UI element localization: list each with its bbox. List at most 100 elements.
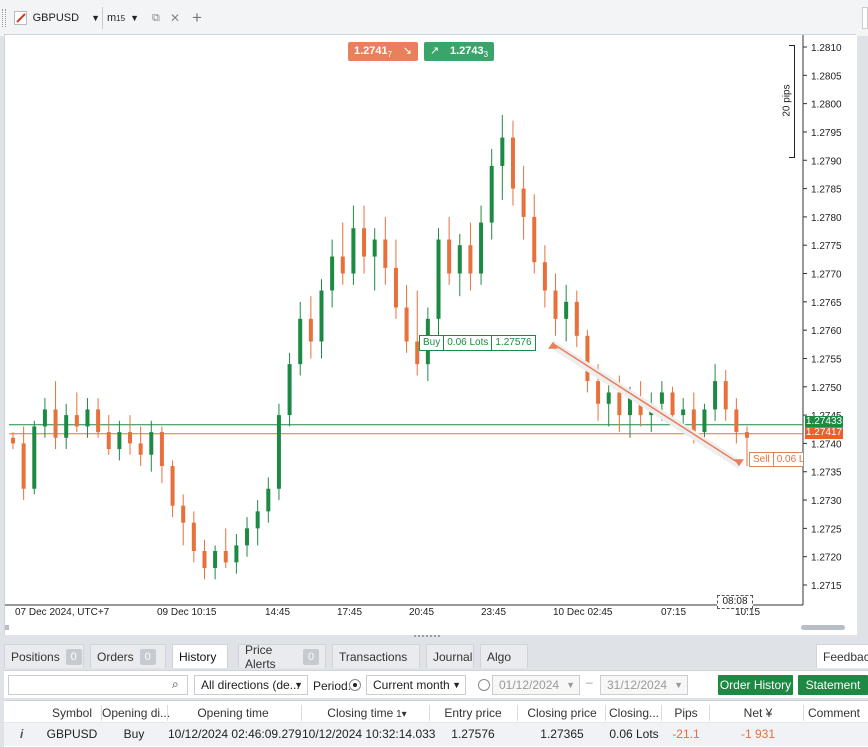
candle-body — [255, 511, 260, 529]
candle-body — [191, 522, 196, 552]
order-history-button[interactable]: Order History — [718, 675, 793, 695]
date-to-input[interactable]: 31/12/2024 ▼ — [600, 675, 688, 695]
search-input[interactable] — [8, 675, 188, 695]
cell-pips: -21.1 — [672, 727, 700, 741]
candle-body — [383, 239, 388, 268]
candle-body — [372, 239, 377, 257]
direction-select[interactable]: All directions (de... ▼ — [194, 675, 308, 695]
y-tick-label: 1.2720 — [811, 553, 842, 564]
candle-body — [457, 245, 462, 274]
period-select[interactable]: Current month ▼ — [366, 675, 466, 695]
y-tick-label: 1.2775 — [811, 241, 842, 252]
sell-price-button[interactable]: 1.27417 ↘ — [348, 42, 418, 61]
candle-body — [223, 551, 228, 563]
statement-button[interactable]: Statement — [798, 675, 868, 695]
x-tick-label: 23:45 — [481, 607, 506, 618]
symbol-dropdown-icon[interactable]: ▼ — [91, 13, 100, 23]
date-range-dash: – — [586, 675, 593, 689]
candle-body — [532, 216, 537, 263]
candle-body — [627, 398, 632, 416]
column-header[interactable]: Symbol — [51, 706, 92, 720]
candle-body — [659, 392, 664, 404]
column-header[interactable]: Closing time 1▾ — [327, 706, 407, 720]
column-header[interactable]: Closing... — [608, 706, 660, 720]
date-from-input[interactable]: 01/12/2024 ▼ — [492, 675, 580, 695]
x-tick-label: 10 Dec 02:45 — [553, 607, 613, 618]
tab-algo[interactable]: Algo — [480, 644, 528, 668]
sort-indicator-icon[interactable]: 1▾ — [393, 709, 407, 720]
tab-positions[interactable]: Positions 0 — [4, 644, 84, 668]
candle-body — [542, 262, 547, 291]
search-icon[interactable]: ⌕ — [172, 677, 179, 691]
drag-grip-icon[interactable] — [2, 9, 6, 27]
column-header[interactable]: Closing price — [527, 706, 597, 720]
buy-trade-label[interactable]: Buy 0.06 Lots 1.27576 — [419, 335, 536, 351]
date-range-radio[interactable] — [478, 679, 490, 691]
tab-orders[interactable]: Orders 0 — [90, 644, 166, 668]
x-tick-label: 14:45 — [265, 607, 290, 618]
y-tick-label: 1.2740 — [811, 439, 842, 450]
detach-icon[interactable]: ⧉ — [152, 11, 160, 24]
column-header[interactable]: Net ¥ — [743, 706, 773, 720]
date-to-dropdown-icon: ▼ — [674, 680, 683, 690]
y-tick-label: 1.2800 — [811, 100, 842, 111]
horizontal-scrollbar[interactable] — [801, 625, 845, 630]
candle-body — [681, 409, 686, 416]
candle-body — [298, 318, 303, 365]
column-header[interactable]: Pips — [674, 706, 698, 720]
period-radio-selected[interactable] — [349, 679, 361, 691]
candle-body — [596, 381, 601, 404]
tab-count-badge: 0 — [303, 648, 319, 665]
symbol-label: GBPUSD — [32, 12, 80, 24]
candle-body — [723, 381, 728, 410]
add-chart-icon[interactable]: + — [192, 8, 202, 27]
history-filter-bar: ⌕ All directions (de... ▼ Period: Current… — [4, 670, 868, 698]
trade-entry-marker — [548, 341, 558, 349]
tab-count-badge: 0 — [65, 648, 82, 665]
candle-body — [159, 432, 164, 467]
candle-body — [245, 528, 250, 546]
column-header[interactable]: Opening time — [197, 706, 269, 720]
chart-area[interactable]: 1.2810 1.2805 1.2800 1.2795 1.2790 1.2785 1.27… — [4, 34, 857, 635]
header-separator — [605, 705, 606, 721]
row-info-icon[interactable]: i — [20, 727, 24, 741]
candle-body — [351, 228, 356, 274]
date-to-value: 31/12/2024 — [607, 678, 668, 692]
history-table: Symbol Opening di... Opening time Closing t… — [4, 700, 868, 747]
tab-transactions[interactable]: Transactions — [332, 644, 420, 668]
bottom-panel: Positions 0 Orders 0 History Price Alerts 0 Tra… — [0, 640, 868, 747]
tab-label: Transactions — [339, 649, 408, 664]
candle-body — [745, 432, 749, 438]
candle-body — [415, 341, 420, 365]
timeframe-selector[interactable]: m 15 ▼ — [102, 7, 142, 29]
trade-line — [552, 343, 740, 464]
candle-body — [308, 318, 313, 342]
y-tick-label: 1.2770 — [811, 270, 842, 281]
trade-exit-marker — [734, 459, 744, 467]
tab-journal[interactable]: Journal — [426, 644, 474, 668]
column-header[interactable]: Entry price — [444, 706, 502, 720]
close-tab-icon[interactable]: ✕ — [170, 11, 181, 25]
header-separator — [709, 705, 710, 721]
candle-body — [234, 545, 239, 563]
table-row[interactable]: i GBPUSD Buy 10/12/2024 02:46:09.279 10/… — [4, 722, 868, 746]
feedback-button[interactable]: Feedback — [816, 644, 868, 668]
tab-history[interactable]: History — [172, 644, 228, 668]
candle-body — [117, 432, 122, 450]
column-header[interactable]: Comment — [807, 706, 860, 720]
panel-splitter-icon[interactable] — [414, 635, 440, 639]
direction-dropdown-icon: ▼ — [294, 680, 303, 690]
candle-body — [404, 307, 409, 342]
cell-net: -1 931 — [740, 727, 776, 741]
buy-price-button[interactable]: ↗ 1.27433 — [424, 42, 494, 61]
column-header[interactable]: Opening di... — [102, 706, 171, 720]
timeframe-label: m — [107, 12, 117, 24]
symbol-tab[interactable]: GBPUSD ▼ — [14, 7, 100, 29]
tab-price-alerts[interactable]: Price Alerts 0 — [238, 643, 326, 671]
candle-body — [170, 466, 175, 506]
candle-body — [585, 335, 590, 382]
tab-label: Positions — [11, 649, 60, 664]
candle-body — [553, 290, 558, 319]
timeframe-dropdown-icon[interactable]: ▼ — [130, 13, 139, 23]
sell-trade-label[interactable]: Sell 0.06 Lots — [749, 452, 803, 467]
